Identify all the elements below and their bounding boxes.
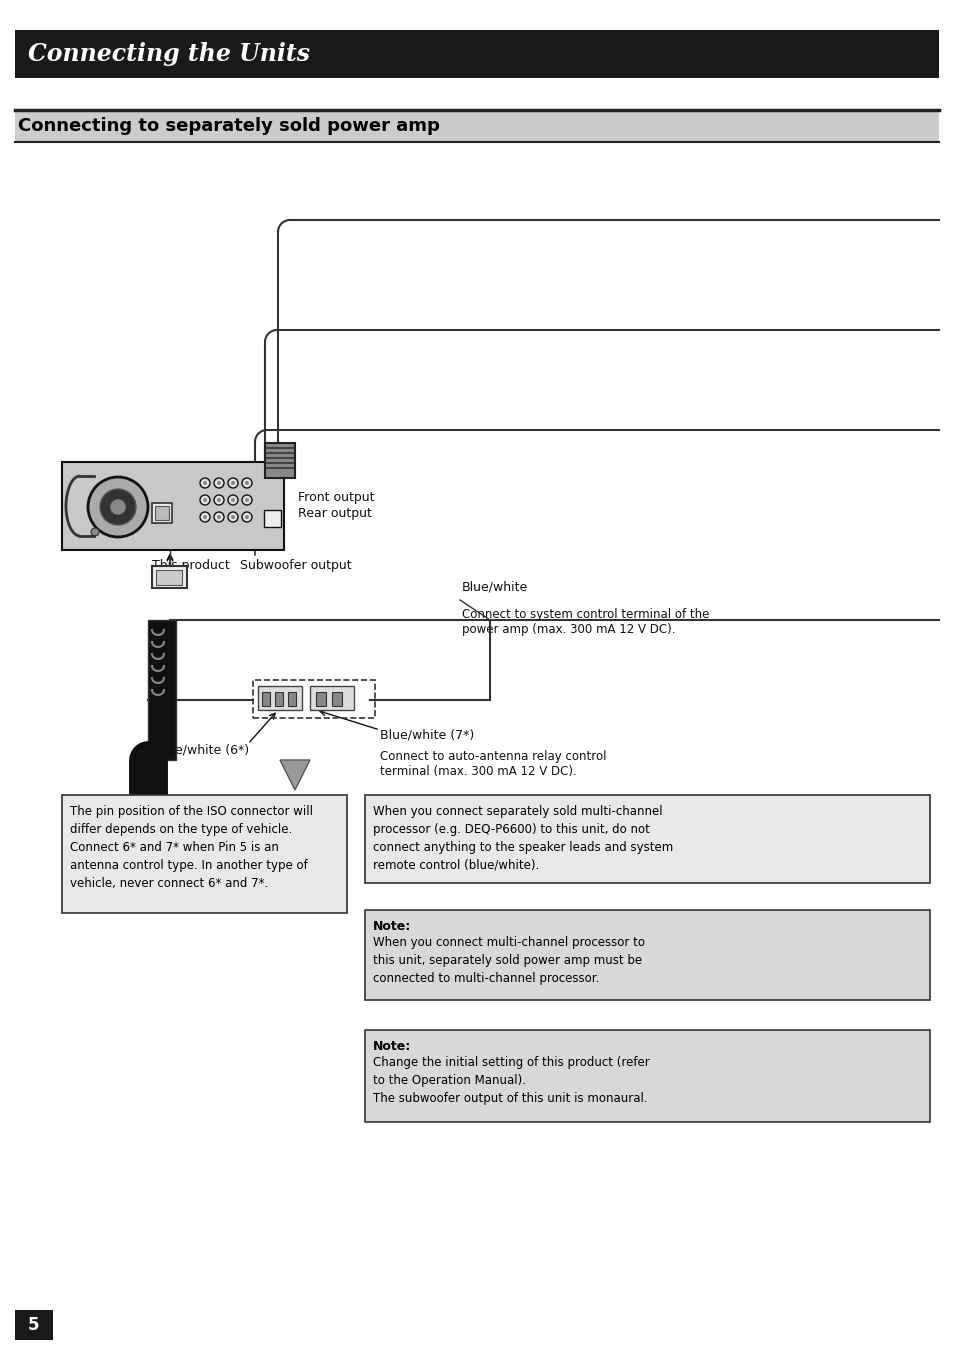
Text: Rear output: Rear output bbox=[297, 507, 372, 519]
Bar bbox=[62, 795, 347, 913]
Text: Change the initial setting of this product (refer
to the Operation Manual).
The : Change the initial setting of this produ… bbox=[373, 1056, 649, 1104]
Text: Subwoofer output: Subwoofer output bbox=[240, 558, 352, 572]
Circle shape bbox=[88, 477, 148, 537]
Circle shape bbox=[203, 481, 207, 485]
Bar bbox=[265, 443, 294, 478]
Bar bbox=[262, 692, 270, 706]
Bar bbox=[310, 686, 354, 710]
Circle shape bbox=[231, 515, 234, 519]
Circle shape bbox=[200, 512, 210, 522]
Text: Connecting to separately sold power amp: Connecting to separately sold power amp bbox=[18, 117, 439, 136]
Text: When you connect multi-channel processor to
this unit, separately sold power amp: When you connect multi-channel processor… bbox=[373, 936, 644, 985]
Bar bbox=[257, 686, 302, 710]
Bar bbox=[15, 110, 938, 142]
Bar bbox=[274, 692, 283, 706]
Circle shape bbox=[200, 478, 210, 488]
Text: 5: 5 bbox=[29, 1316, 40, 1335]
Circle shape bbox=[216, 515, 221, 519]
Bar bbox=[365, 795, 929, 883]
Text: Note:: Note: bbox=[373, 1041, 411, 1053]
Bar bbox=[365, 1030, 929, 1122]
Bar bbox=[148, 621, 175, 760]
Circle shape bbox=[245, 515, 249, 519]
Text: Blue/white (6*): Blue/white (6*) bbox=[154, 744, 249, 756]
Polygon shape bbox=[280, 760, 310, 790]
Bar bbox=[332, 692, 341, 706]
Text: Blue/white: Blue/white bbox=[461, 580, 528, 593]
Bar bbox=[365, 911, 929, 1000]
Circle shape bbox=[213, 495, 224, 505]
Bar bbox=[152, 503, 172, 523]
Bar bbox=[156, 570, 182, 585]
Circle shape bbox=[245, 481, 249, 485]
Text: Connect to system control terminal of the
power amp (max. 300 mA 12 V DC).: Connect to system control terminal of th… bbox=[461, 593, 709, 635]
Circle shape bbox=[100, 489, 136, 524]
Circle shape bbox=[213, 478, 224, 488]
Bar bbox=[62, 462, 284, 550]
Circle shape bbox=[242, 512, 252, 522]
Circle shape bbox=[228, 478, 237, 488]
Text: When you connect separately sold multi-channel
processor (e.g. DEQ-P6600) to thi: When you connect separately sold multi-c… bbox=[373, 805, 673, 873]
Text: Note:: Note: bbox=[373, 920, 411, 934]
Circle shape bbox=[242, 478, 252, 488]
Circle shape bbox=[216, 481, 221, 485]
Circle shape bbox=[231, 499, 234, 501]
Bar bbox=[15, 30, 938, 79]
Bar bbox=[15, 1310, 53, 1340]
Text: The pin position of the ISO connector will
differ depends on the type of vehicle: The pin position of the ISO connector wi… bbox=[70, 805, 313, 890]
Bar bbox=[315, 692, 326, 706]
Circle shape bbox=[203, 499, 207, 501]
Circle shape bbox=[245, 499, 249, 501]
Text: Front output: Front output bbox=[297, 492, 375, 504]
Bar bbox=[264, 509, 281, 527]
Circle shape bbox=[200, 495, 210, 505]
Text: Blue/white (7*): Blue/white (7*) bbox=[379, 729, 474, 741]
Text: Connect to auto-antenna relay control
terminal (max. 300 mA 12 V DC).: Connect to auto-antenna relay control te… bbox=[379, 751, 606, 778]
Circle shape bbox=[228, 512, 237, 522]
Bar bbox=[253, 680, 375, 718]
Circle shape bbox=[242, 495, 252, 505]
Bar bbox=[152, 566, 187, 588]
Circle shape bbox=[216, 499, 221, 501]
Circle shape bbox=[91, 528, 99, 537]
Circle shape bbox=[213, 512, 224, 522]
Text: This product: This product bbox=[152, 558, 230, 572]
Text: Connecting the Units: Connecting the Units bbox=[28, 42, 310, 66]
Bar bbox=[288, 692, 295, 706]
Circle shape bbox=[110, 499, 126, 515]
Circle shape bbox=[203, 515, 207, 519]
Bar bbox=[154, 505, 169, 520]
Circle shape bbox=[228, 495, 237, 505]
Circle shape bbox=[231, 481, 234, 485]
